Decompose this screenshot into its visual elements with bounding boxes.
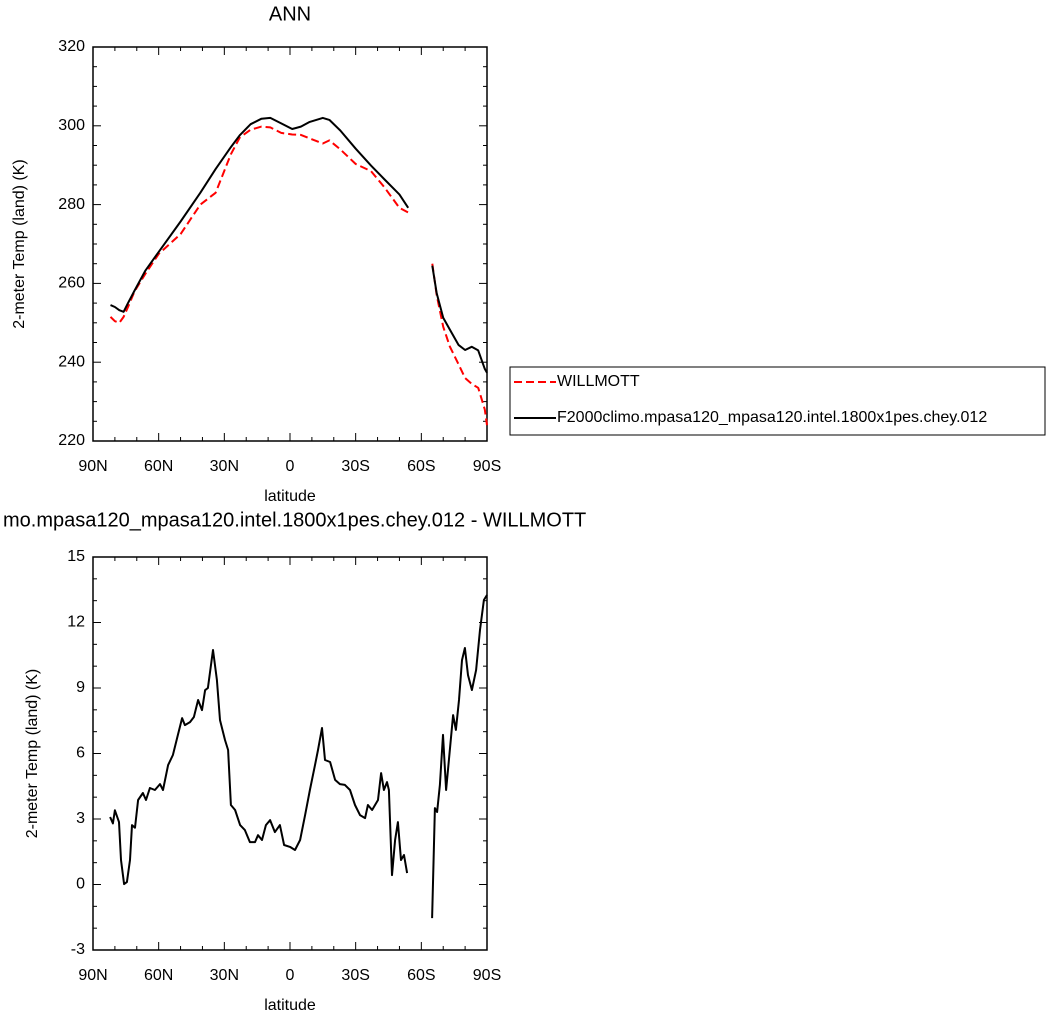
data-line: [110, 116, 488, 374]
x-tick-label: 60N: [144, 967, 173, 984]
plot-frame: [92, 46, 488, 442]
y-tick-label: 280: [58, 196, 85, 213]
y-tick-label: 320: [58, 38, 85, 55]
y-tick-label: -3: [71, 941, 85, 958]
x-tick-label: 0: [286, 458, 295, 475]
y-tick-label: 15: [67, 548, 85, 565]
x-tick-label: 90S: [473, 967, 501, 984]
data-line: [109, 594, 488, 919]
x-tick-label: 90N: [78, 967, 107, 984]
y-tick-label: 9: [76, 679, 85, 696]
x-tick-label: 60S: [407, 458, 435, 475]
y-tick-label: 220: [58, 432, 85, 449]
x-tick-label: 30S: [341, 458, 369, 475]
chart-title: mo.mpasa120_mpasa120.intel.1800x1pes.che…: [3, 509, 586, 531]
y-tick-label: 0: [76, 876, 85, 893]
legend-box: [509, 366, 1046, 436]
x-tick-label: 30S: [341, 967, 369, 984]
x-tick-label: 60S: [407, 967, 435, 984]
y-axis-label: 2-meter Temp (land) (K): [11, 159, 28, 329]
x-tick-label: 90N: [78, 458, 107, 475]
y-tick-label: 3: [76, 810, 85, 827]
y-tick-label: 6: [76, 745, 85, 762]
x-tick-label: 30N: [210, 458, 239, 475]
y-axis-label: 2-meter Temp (land) (K): [24, 669, 41, 839]
plot-frame: [92, 556, 488, 951]
chart-title: ANN: [269, 3, 311, 25]
y-tick-label: 260: [58, 275, 85, 292]
x-axis-label: latitude: [264, 997, 316, 1014]
legend-label: F2000climo.mpasa120_mpasa120.intel.1800x…: [557, 409, 987, 426]
x-tick-label: 30N: [210, 967, 239, 984]
x-axis-label: latitude: [264, 488, 316, 505]
y-tick-label: 12: [67, 614, 85, 631]
legend-label: WILLMOTT: [557, 373, 640, 390]
y-tick-label: 300: [58, 117, 85, 134]
y-tick-label: 240: [58, 353, 85, 370]
x-tick-label: 0: [286, 967, 295, 984]
x-tick-label: 90S: [473, 458, 501, 475]
data-line: [109, 125, 488, 426]
x-tick-label: 60N: [144, 458, 173, 475]
